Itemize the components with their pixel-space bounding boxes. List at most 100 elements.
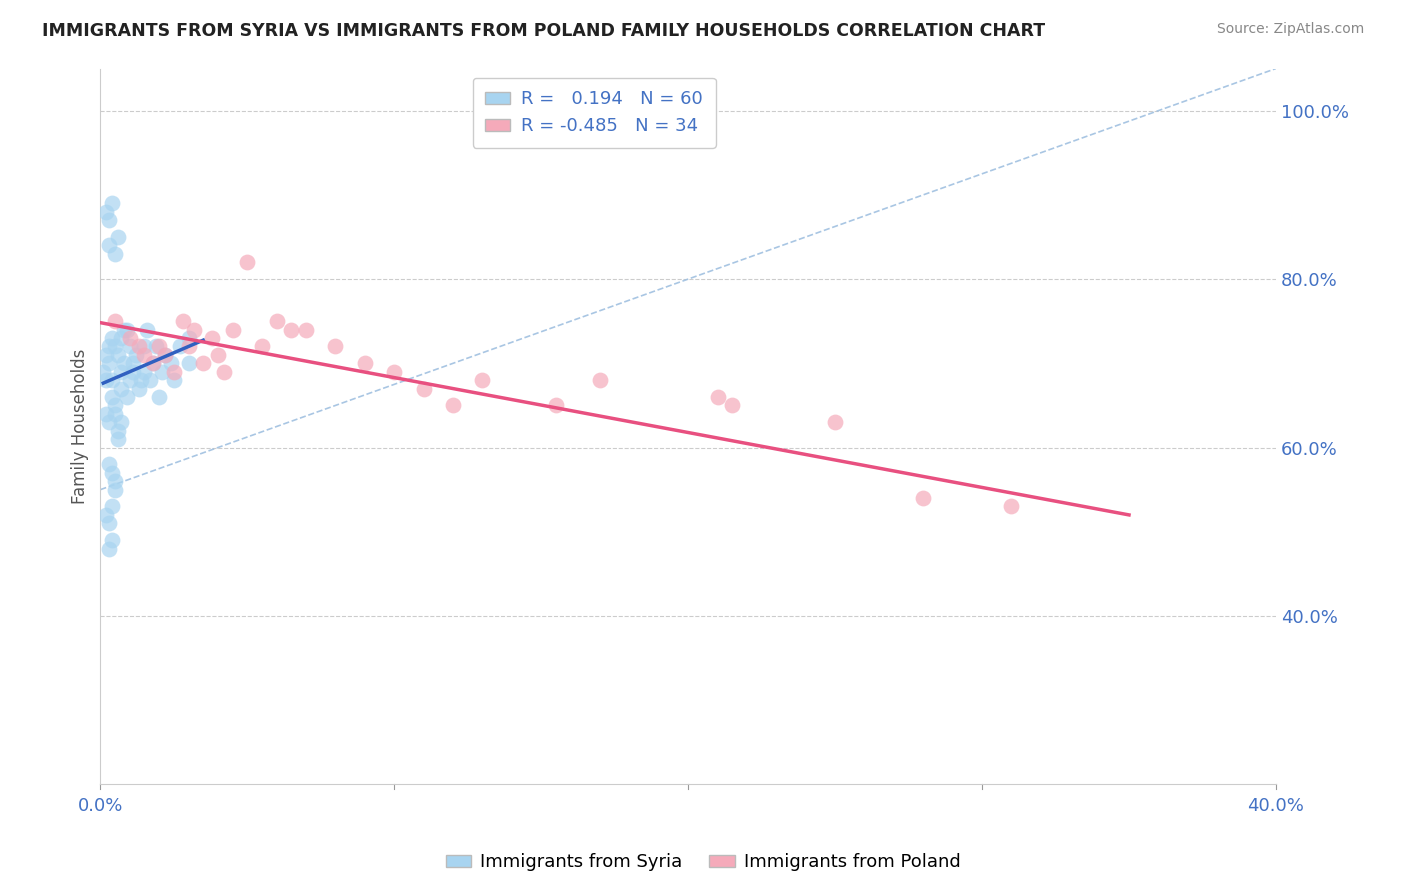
Point bbox=[101, 500, 124, 514]
Legend: Immigrants from Syria, Immigrants from Poland: Immigrants from Syria, Immigrants from P… bbox=[439, 847, 967, 879]
Point bbox=[134, 339, 156, 353]
Point bbox=[98, 458, 121, 472]
Point bbox=[134, 365, 156, 379]
Point bbox=[193, 356, 215, 370]
Point bbox=[104, 399, 127, 413]
Point bbox=[104, 339, 127, 353]
Point bbox=[163, 365, 186, 379]
Point bbox=[107, 230, 129, 244]
Point bbox=[471, 373, 494, 387]
Point bbox=[118, 339, 141, 353]
Point bbox=[98, 238, 121, 252]
Point bbox=[101, 533, 124, 548]
Point bbox=[706, 390, 728, 404]
Text: IMMIGRANTS FROM SYRIA VS IMMIGRANTS FROM POLAND FAMILY HOUSEHOLDS CORRELATION CH: IMMIGRANTS FROM SYRIA VS IMMIGRANTS FROM… bbox=[42, 22, 1045, 40]
Point bbox=[142, 356, 165, 370]
Point bbox=[142, 356, 165, 370]
Point bbox=[221, 323, 243, 337]
Point bbox=[354, 356, 377, 370]
Point bbox=[96, 407, 118, 421]
Point bbox=[134, 348, 156, 362]
Point bbox=[589, 373, 612, 387]
Point bbox=[128, 339, 150, 353]
Point bbox=[382, 365, 405, 379]
Point bbox=[177, 339, 200, 353]
Point bbox=[441, 399, 464, 413]
Point bbox=[115, 323, 138, 337]
Point bbox=[107, 424, 129, 438]
Point bbox=[201, 331, 224, 345]
Point bbox=[98, 339, 121, 353]
Point bbox=[295, 323, 318, 337]
Text: 0.0%: 0.0% bbox=[77, 797, 124, 815]
Point bbox=[325, 339, 347, 353]
Point bbox=[121, 365, 143, 379]
Point bbox=[121, 356, 143, 370]
Legend: R =   0.194   N = 60, R = -0.485   N = 34: R = 0.194 N = 60, R = -0.485 N = 34 bbox=[472, 78, 716, 148]
Point bbox=[236, 255, 259, 269]
Point bbox=[110, 415, 132, 429]
Point bbox=[96, 508, 118, 522]
Point bbox=[98, 213, 121, 227]
Point bbox=[98, 415, 121, 429]
Point bbox=[104, 474, 127, 488]
Point bbox=[110, 331, 132, 345]
Point bbox=[104, 314, 127, 328]
Point bbox=[98, 541, 121, 556]
Point bbox=[118, 373, 141, 387]
Point bbox=[266, 314, 288, 328]
Point bbox=[96, 348, 118, 362]
Point bbox=[163, 373, 186, 387]
Point bbox=[107, 348, 129, 362]
Point bbox=[96, 204, 118, 219]
Point bbox=[91, 365, 114, 379]
Point bbox=[250, 339, 273, 353]
Point bbox=[169, 339, 191, 353]
Point bbox=[1000, 500, 1022, 514]
Point bbox=[110, 365, 132, 379]
Point bbox=[153, 348, 176, 362]
Point bbox=[124, 348, 146, 362]
Point bbox=[104, 483, 127, 497]
Point bbox=[112, 323, 135, 337]
Point bbox=[115, 390, 138, 404]
Point bbox=[412, 382, 434, 396]
Point bbox=[721, 399, 744, 413]
Point bbox=[136, 323, 159, 337]
Point bbox=[104, 407, 127, 421]
Text: 40.0%: 40.0% bbox=[1247, 797, 1305, 815]
Point bbox=[101, 390, 124, 404]
Point bbox=[183, 323, 205, 337]
Point bbox=[172, 314, 194, 328]
Point bbox=[177, 331, 200, 345]
Point bbox=[98, 356, 121, 370]
Point bbox=[128, 382, 150, 396]
Point bbox=[207, 348, 229, 362]
Point bbox=[212, 365, 235, 379]
Point bbox=[912, 491, 935, 505]
Point bbox=[153, 348, 176, 362]
Point bbox=[101, 466, 124, 480]
Point bbox=[145, 339, 167, 353]
Point bbox=[131, 373, 153, 387]
Point bbox=[139, 373, 162, 387]
Y-axis label: Family Households: Family Households bbox=[72, 349, 89, 504]
Point bbox=[280, 323, 302, 337]
Point bbox=[101, 196, 124, 211]
Point bbox=[118, 331, 141, 345]
Point bbox=[110, 382, 132, 396]
Point bbox=[160, 356, 183, 370]
Point bbox=[104, 247, 127, 261]
Point bbox=[177, 356, 200, 370]
Point bbox=[148, 339, 170, 353]
Point bbox=[824, 415, 846, 429]
Point bbox=[101, 373, 124, 387]
Point bbox=[96, 373, 118, 387]
Point bbox=[150, 365, 173, 379]
Point bbox=[112, 356, 135, 370]
Text: Source: ZipAtlas.com: Source: ZipAtlas.com bbox=[1216, 22, 1364, 37]
Point bbox=[101, 331, 124, 345]
Point bbox=[107, 432, 129, 446]
Point bbox=[98, 516, 121, 531]
Point bbox=[544, 399, 567, 413]
